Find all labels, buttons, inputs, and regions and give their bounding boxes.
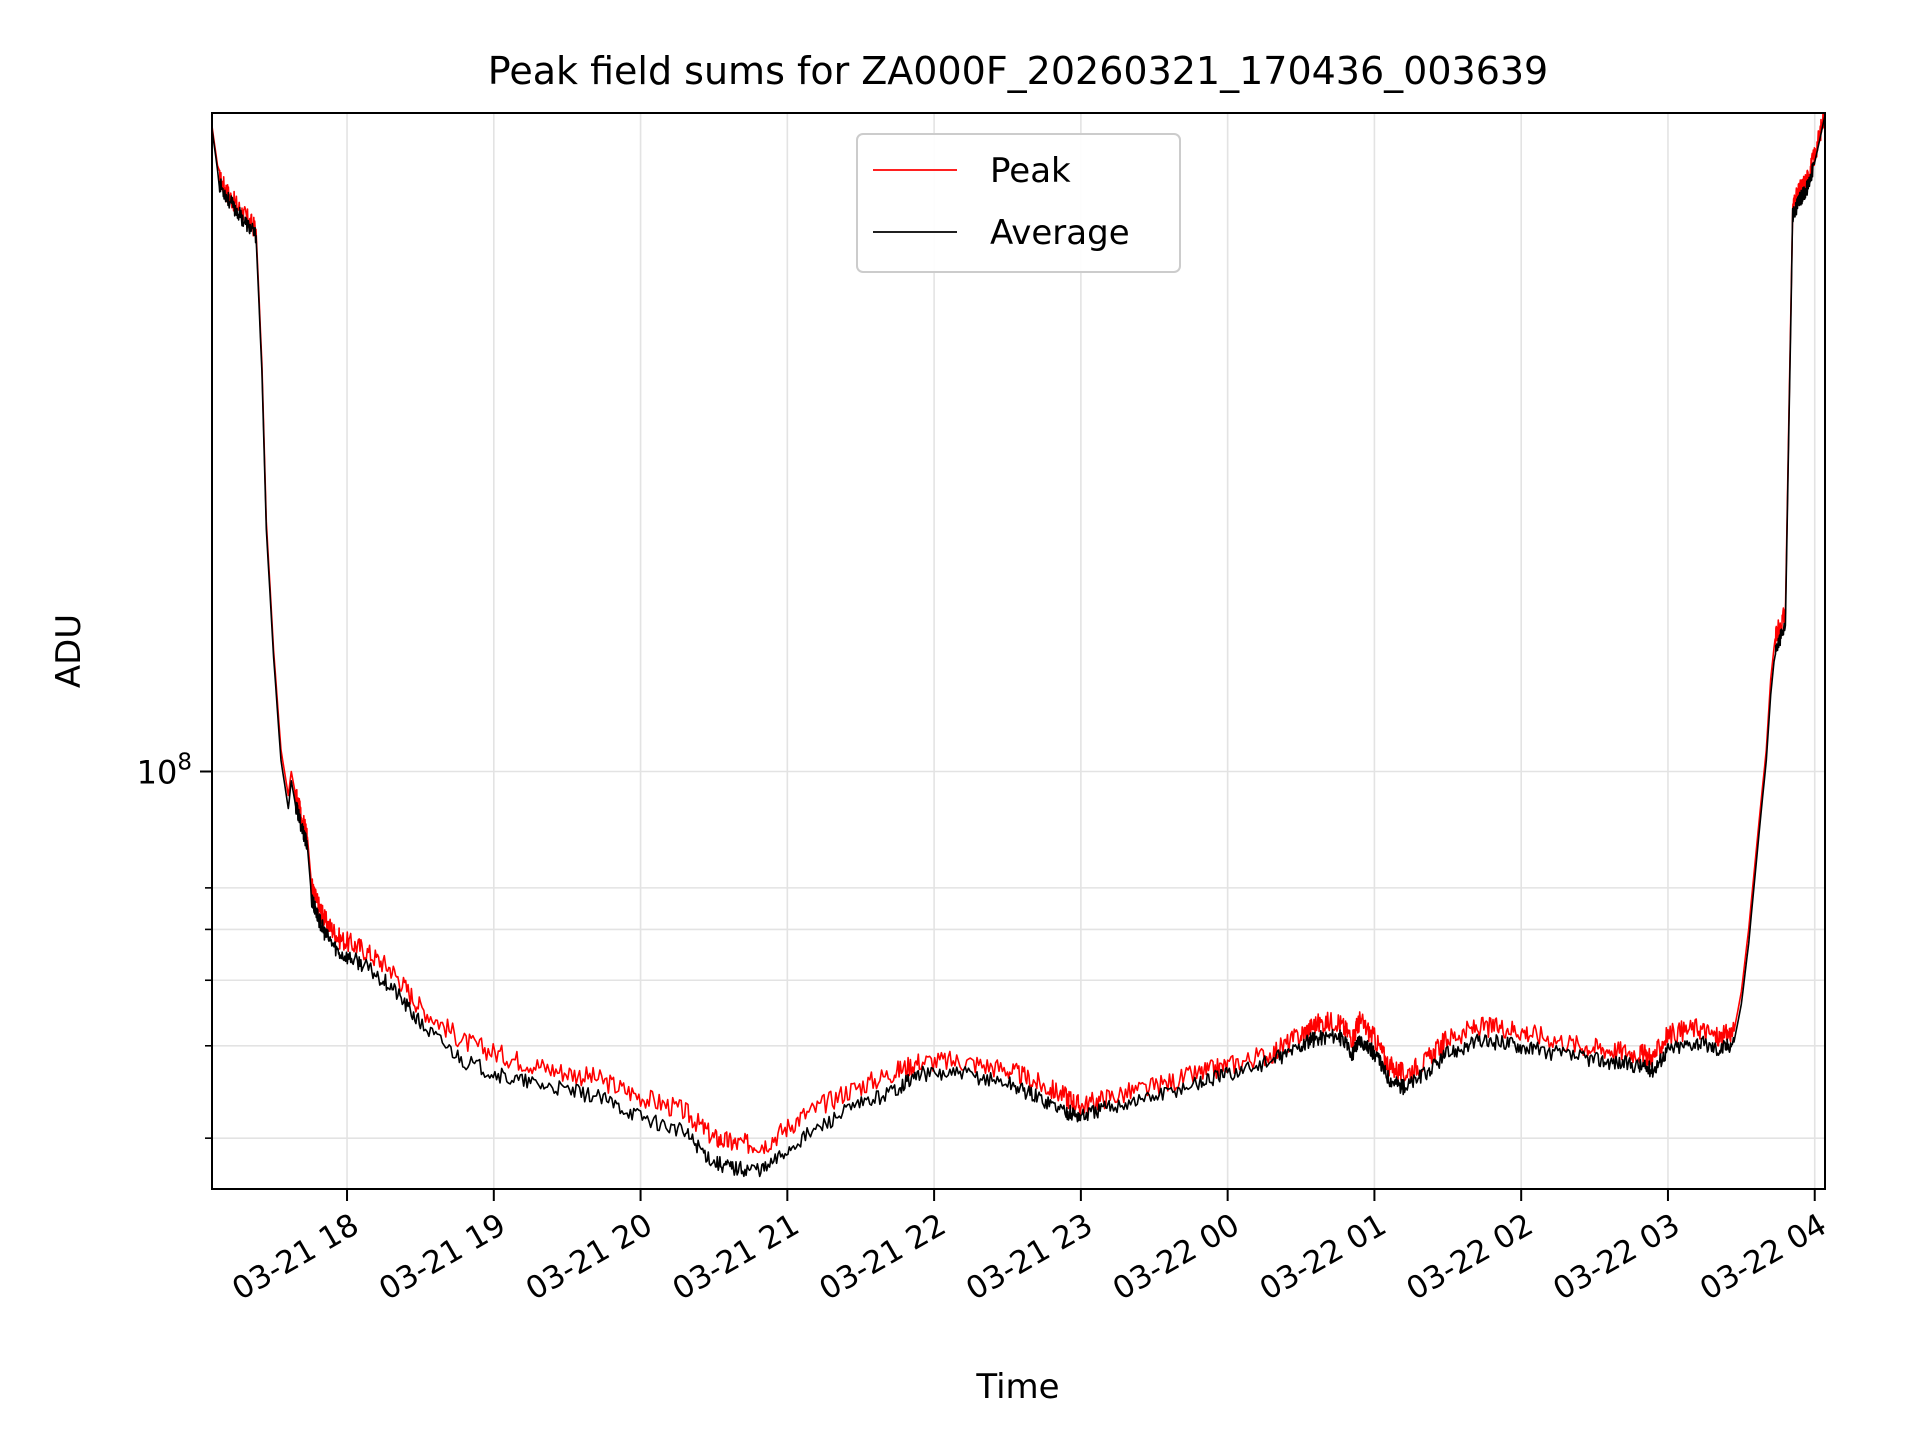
plot-frame [211,112,1826,1190]
x-axis-label: Time [975,1367,1059,1407]
average-series-line [212,115,1825,1178]
grid [212,113,1825,1189]
legend: Peak Average [856,133,1181,273]
legend-box [856,133,1181,273]
y-axis-ticks: 108 [137,749,212,1139]
legend-peak-label: Peak [990,151,1071,191]
legend-average-label: Average [990,213,1130,253]
y-tick-label: 108 [137,749,192,791]
y-axis-label: ADU [49,614,89,688]
chart-title: Peak field sums for ZA000F_20260321_1704… [488,49,1548,93]
